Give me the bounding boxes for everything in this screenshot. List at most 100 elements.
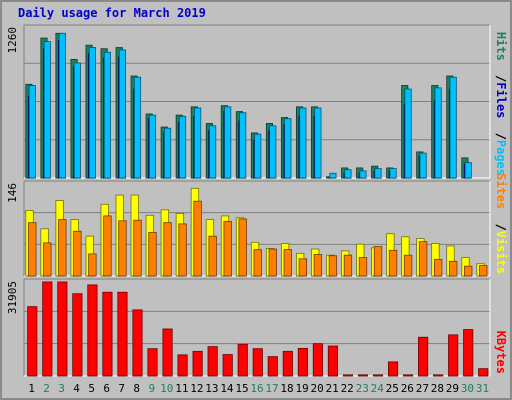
x-tick-label: 10 [160, 382, 173, 395]
bar-pages-day-12 [194, 107, 202, 179]
legend-separator: / [494, 224, 508, 231]
bar-sites-day-3 [58, 219, 67, 277]
x-tick-label: 26 [401, 382, 414, 395]
bar-kbytes-day-12 [192, 350, 203, 377]
x-tick-label: 11 [175, 382, 188, 395]
bar-pages-day-5 [88, 47, 96, 179]
bar-sites-day-24 [373, 246, 383, 277]
bar-kbytes-day-5 [87, 284, 98, 377]
bar-pages-day-7 [118, 49, 127, 179]
x-tick-label: 6 [103, 382, 110, 395]
bar-pages-day-6 [103, 51, 111, 179]
x-tick-label: 29 [446, 382, 459, 395]
x-tick-label: 23 [356, 382, 369, 395]
x-tick-label: 14 [220, 382, 234, 395]
bar-sites-day-12 [193, 200, 202, 277]
x-tick-label: 17 [265, 382, 278, 395]
legend-separator: / [494, 75, 508, 82]
bar-pages-day-27 [419, 152, 427, 179]
chart-title: Daily usage for March 2019 [18, 6, 206, 20]
y-max-label: 31905 [6, 281, 19, 314]
bar-pages-day-9 [148, 114, 157, 179]
bar-sites-day-4 [73, 230, 82, 277]
bar-sites-day-30 [464, 265, 473, 277]
x-tick-label: 20 [311, 382, 324, 395]
bar-pages-day-23 [359, 170, 367, 179]
bar-kbytes-day-31 [478, 368, 489, 377]
bar-sites-day-26 [403, 254, 413, 277]
bar-sites-day-17 [268, 248, 277, 277]
bar-pages-day-16 [254, 133, 262, 179]
bar-pages-day-21 [329, 172, 337, 179]
bar-pages-day-1 [28, 85, 36, 179]
bar-pages-day-20 [314, 107, 322, 179]
bar-sites-day-19 [298, 258, 308, 277]
bar-kbytes-day-2 [42, 281, 53, 377]
bar-kbytes-day-24 [372, 374, 384, 377]
bar-sites-day-28 [433, 259, 443, 277]
bar-pages-day-2 [43, 41, 51, 179]
bar-sites-day-20 [313, 254, 323, 277]
bar-kbytes-day-15 [237, 343, 248, 377]
bar-kbytes-day-9 [147, 348, 158, 377]
x-tick-label: 3 [58, 382, 65, 395]
bar-sites-day-7 [118, 220, 127, 277]
x-tick-label: 9 [148, 382, 155, 395]
bar-kbytes-day-6 [102, 291, 113, 377]
x-tick-label: 1 [28, 382, 35, 395]
bar-kbytes-day-26 [403, 374, 414, 377]
bar-kbytes-day-7 [117, 291, 128, 377]
bar-kbytes-day-19 [297, 347, 308, 377]
bar-sites-day-13 [208, 235, 217, 277]
bar-sites-day-22 [343, 254, 353, 277]
x-tick-label: 13 [205, 382, 218, 395]
legend-hits: Hits [494, 32, 508, 61]
x-tick-label: 27 [416, 382, 429, 395]
bar-pages-day-10 [163, 127, 172, 179]
bar-sites-day-9 [148, 232, 157, 277]
bar-sites-day-23 [358, 257, 368, 277]
x-tick-label: 28 [431, 382, 444, 395]
legend-files: Files [494, 82, 508, 118]
x-tick-label: 15 [235, 382, 248, 395]
legend-kbytes: KBytes [494, 331, 508, 374]
bar-sites-day-2 [43, 242, 52, 277]
bar-sites-day-6 [103, 215, 112, 277]
legend-visits: Visits [494, 231, 508, 274]
bar-kbytes-day-1 [27, 306, 38, 377]
bar-pages-day-19 [299, 107, 307, 179]
x-tick-label: 8 [133, 382, 140, 395]
y-max-label: 1260 [6, 27, 19, 54]
x-tick-label: 21 [326, 382, 339, 395]
x-tick-label: 16 [250, 382, 263, 395]
legend-sites: Sites [494, 173, 508, 209]
bar-sites-day-29 [449, 260, 458, 277]
x-tick-label: 24 [371, 382, 385, 395]
x-tick-label: 5 [88, 382, 95, 395]
bar-kbytes-day-21 [327, 345, 338, 377]
bar-sites-day-15 [238, 218, 247, 277]
bar-kbytes-day-30 [463, 329, 474, 377]
bar-kbytes-day-20 [312, 343, 323, 377]
bar-kbytes-day-8 [132, 309, 143, 377]
bar-pages-day-11 [179, 115, 187, 179]
x-tick-label: 4 [73, 382, 80, 395]
bar-pages-day-3 [58, 32, 66, 179]
bar-kbytes-day-3 [57, 281, 68, 377]
bar-kbytes-day-22 [342, 374, 354, 377]
x-tick-label: 2 [43, 382, 50, 395]
bar-sites-day-25 [388, 249, 398, 277]
bar-pages-day-24 [374, 168, 382, 179]
bar-kbytes-day-27 [418, 336, 429, 377]
bar-pages-day-15 [239, 112, 247, 179]
bar-pages-day-29 [449, 76, 457, 179]
bar-kbytes-day-4 [72, 293, 83, 377]
bar-pages-day-26 [404, 88, 412, 179]
bar-pages-day-22 [344, 169, 352, 179]
bar-kbytes-day-28 [433, 374, 444, 377]
bar-pages-day-18 [284, 118, 292, 179]
x-tick-label: 25 [386, 382, 399, 395]
bar-sites-day-31 [479, 265, 488, 277]
x-tick-label: 30 [461, 382, 474, 395]
